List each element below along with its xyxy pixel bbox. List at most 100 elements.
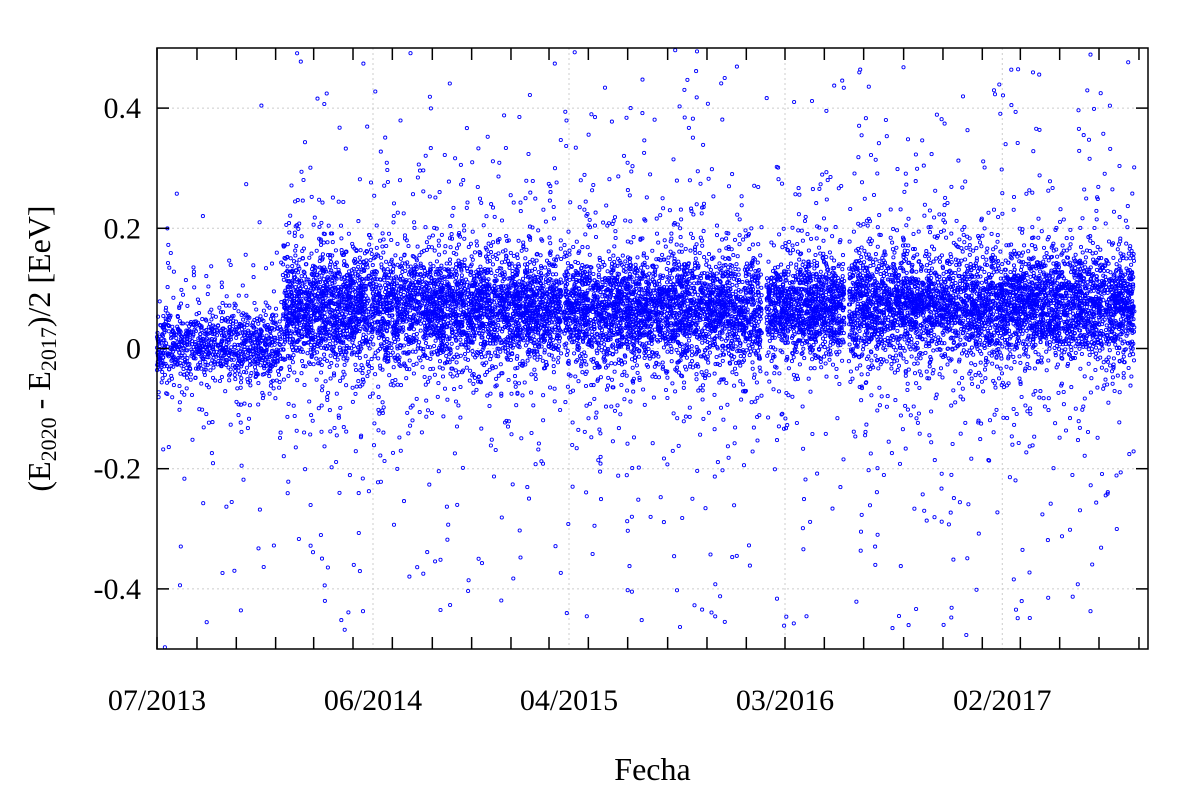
scatter-point xyxy=(185,303,190,308)
scatter-point xyxy=(167,265,172,270)
scatter-point xyxy=(554,272,559,277)
scatter-point xyxy=(509,432,514,437)
scatter-point xyxy=(513,380,518,385)
scatter-point xyxy=(311,362,316,367)
scatter-point xyxy=(174,336,179,341)
scatter-point xyxy=(357,255,362,260)
scatter-point xyxy=(220,570,225,576)
scatter-point xyxy=(271,289,276,294)
scatter-point xyxy=(551,364,556,369)
scatter-point xyxy=(210,313,215,318)
scatter-point xyxy=(448,245,453,250)
scatter-point xyxy=(171,269,176,274)
scatter-point xyxy=(299,169,304,174)
scatter-point xyxy=(476,556,481,561)
scatter-point xyxy=(353,449,358,454)
scatter-point xyxy=(213,378,218,383)
scatter-point xyxy=(299,234,304,239)
scatter-point xyxy=(211,365,216,370)
scatter-point xyxy=(200,214,205,219)
scatter-point xyxy=(466,348,471,353)
scatter-point xyxy=(378,453,383,458)
scatter-point xyxy=(224,504,229,509)
scatter-point xyxy=(328,353,333,358)
scatter-point xyxy=(204,274,209,279)
scatter-point xyxy=(518,555,523,560)
scatter-point xyxy=(253,374,258,380)
scatter-point xyxy=(508,193,513,198)
scatter-point xyxy=(248,383,253,388)
scatter-point xyxy=(245,426,250,431)
scatter-point xyxy=(472,250,478,255)
scatter-point xyxy=(195,297,200,302)
scatter-point xyxy=(252,300,257,306)
scatter-point xyxy=(420,365,425,370)
scatter-point xyxy=(360,476,365,481)
scatter-point xyxy=(470,349,475,354)
scatter-point xyxy=(521,240,526,245)
scatter-point xyxy=(357,355,362,360)
scatter-point xyxy=(253,368,258,373)
scatter-point xyxy=(536,447,541,452)
scatter-point xyxy=(532,261,537,266)
scatter-point xyxy=(160,376,165,381)
scatter-point xyxy=(206,284,211,289)
scatter-point xyxy=(166,329,171,334)
scatter-point xyxy=(483,372,488,377)
scatter-point xyxy=(288,213,293,218)
scatter-point xyxy=(489,202,494,207)
scatter-point xyxy=(190,437,195,442)
scatter-point xyxy=(514,403,519,408)
scatter-point xyxy=(516,381,522,386)
scatter-point xyxy=(356,491,361,496)
scatter-point xyxy=(271,543,276,548)
scatter-point xyxy=(558,137,563,143)
scatter-point xyxy=(382,183,387,188)
scatter-point xyxy=(294,428,299,433)
scatter-point xyxy=(342,627,347,632)
scatter-point xyxy=(275,359,280,364)
scatter-point xyxy=(166,445,171,450)
scatter-point xyxy=(219,316,225,321)
scatter-point xyxy=(239,376,244,381)
scatter-point xyxy=(479,561,485,566)
scatter-point xyxy=(350,385,355,390)
scatter-point xyxy=(377,411,382,416)
scatter-point xyxy=(297,257,302,262)
scatter-point xyxy=(513,384,518,389)
scatter-point xyxy=(552,399,557,404)
scatter-point xyxy=(551,357,556,362)
scatter-point xyxy=(340,375,345,380)
scatter-point xyxy=(265,370,270,375)
scatter-point xyxy=(488,357,493,362)
scatter-point xyxy=(417,168,423,173)
scatter-point xyxy=(383,135,388,140)
scatter-point xyxy=(509,391,514,396)
scatter-point xyxy=(224,339,229,344)
scatter-point xyxy=(320,384,325,389)
scatter-point xyxy=(315,96,320,101)
scatter-point xyxy=(183,278,188,283)
scatter-point xyxy=(372,354,377,359)
scatter-point xyxy=(242,354,247,360)
scatter-point xyxy=(360,366,365,371)
scatter-point xyxy=(220,310,226,315)
scatter-point xyxy=(390,317,395,322)
scatter-point xyxy=(198,362,203,368)
scatter-point xyxy=(180,292,186,297)
scatter-point xyxy=(547,235,552,240)
scatter-point xyxy=(291,403,296,408)
scatter-point xyxy=(497,160,502,165)
scatter-point xyxy=(278,336,283,342)
scatter-point xyxy=(427,235,432,240)
scatter-point xyxy=(488,391,493,396)
scatter-point xyxy=(317,197,322,202)
scatter-point xyxy=(550,272,555,277)
scatter-point xyxy=(368,247,374,252)
scatter-point xyxy=(274,378,279,383)
scatter-point xyxy=(555,254,560,259)
scatter-point xyxy=(408,308,413,313)
scatter-point xyxy=(357,569,362,574)
scatter-point xyxy=(391,522,397,527)
